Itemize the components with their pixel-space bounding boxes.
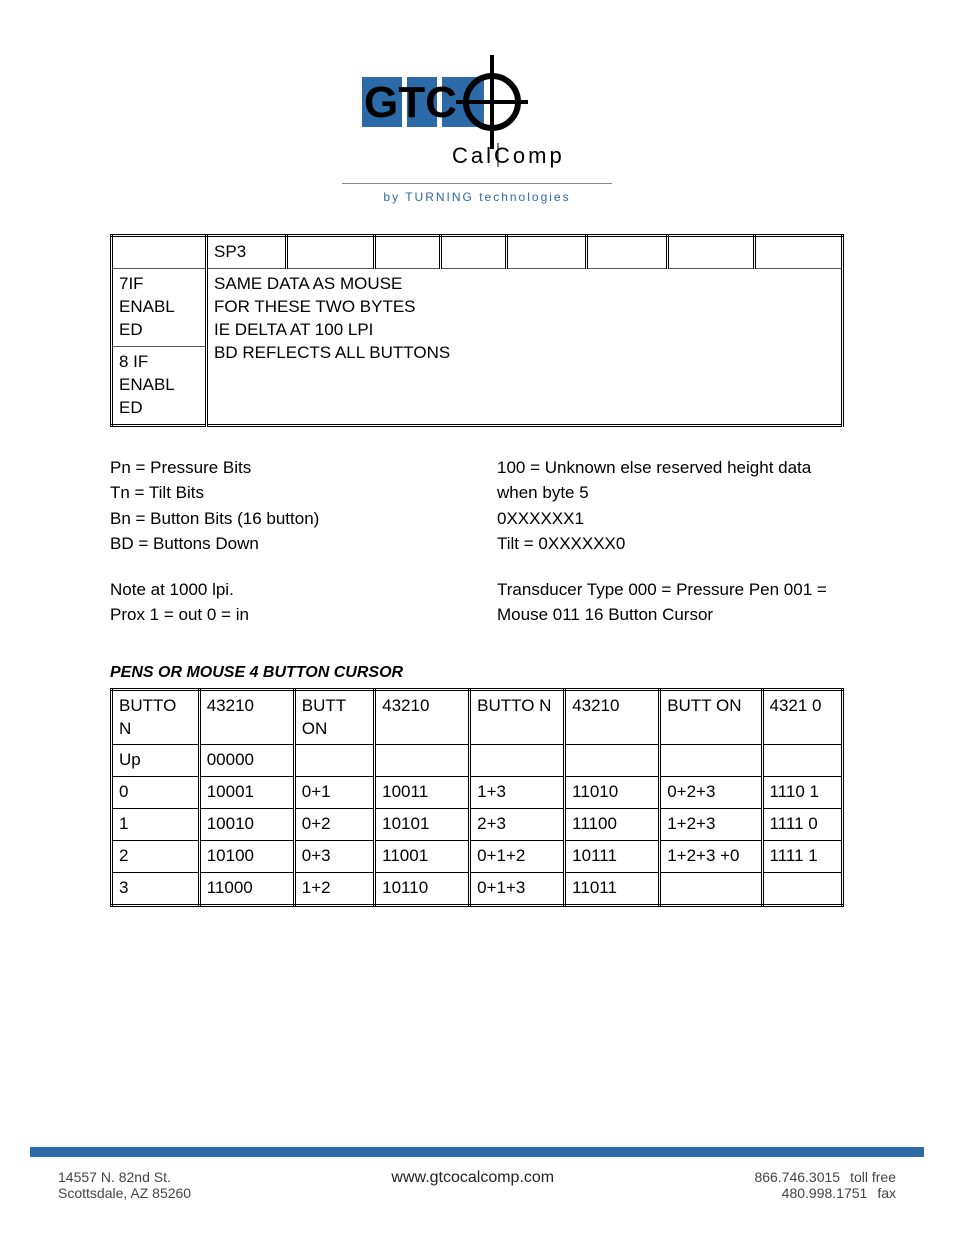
logo-divider — [342, 183, 612, 184]
table-cell — [660, 745, 762, 777]
table-cell: 10101 — [375, 809, 470, 841]
table-cell: 0+1 — [294, 777, 374, 809]
table-cell: 43210 — [375, 689, 470, 745]
footer-address: 14557 N. 82nd St. Scottsdale, AZ 85260 — [58, 1169, 191, 1201]
table-cell: 11000 — [199, 873, 294, 906]
table-cell — [755, 236, 843, 269]
notes-section: Pn = Pressure BitsTn = Tilt BitsBn = But… — [110, 455, 844, 628]
table-cell: 2 — [112, 841, 200, 873]
table-cell: 10110 — [375, 873, 470, 906]
section-heading: PENS OR MOUSE 4 BUTTON CURSOR — [110, 664, 844, 682]
svg-text:CalComp: CalComp — [452, 143, 565, 168]
table-cell: 10011 — [375, 777, 470, 809]
table-cell: 1111 0 — [762, 809, 842, 841]
table-cell: 3 — [112, 873, 200, 906]
footer-phone2-label: fax — [877, 1185, 896, 1201]
table-cell: 1+2+3 — [660, 809, 762, 841]
table-cell: BUTT ON — [660, 689, 762, 745]
note-line: BD = Buttons Down — [110, 531, 457, 557]
footer-accent-bar — [30, 1147, 924, 1157]
footer-phone1-label: toll free — [850, 1169, 896, 1185]
logo-byline: by TURNING technologies — [0, 190, 954, 204]
table-cell: 11011 — [565, 873, 660, 906]
table-cell — [112, 236, 207, 269]
table-cell — [667, 236, 755, 269]
footer-phone1: 866.746.3015 — [754, 1169, 840, 1185]
table-cell — [565, 745, 660, 777]
table-cell: 0+1+2 — [470, 841, 565, 873]
table-cell: 10010 — [199, 809, 294, 841]
page-footer: 14557 N. 82nd St. Scottsdale, AZ 85260 w… — [0, 1147, 954, 1201]
note-line: Note at 1000 lpi. — [110, 577, 457, 603]
table-cell: 4321 0 — [762, 689, 842, 745]
table-cell: 2+3 — [470, 809, 565, 841]
notes-left-column: Pn = Pressure BitsTn = Tilt BitsBn = But… — [110, 455, 457, 628]
table-cell: 43210 — [199, 689, 294, 745]
logo-area: GTC CalComp by TURNING technologies — [0, 0, 954, 204]
table-cell: 11001 — [375, 841, 470, 873]
note-line: Bn = Button Bits (16 button) — [110, 506, 457, 532]
table-cell: 8 IF ENABL ED — [112, 346, 207, 425]
table-cell — [294, 745, 374, 777]
table-cell: 1+2 — [294, 873, 374, 906]
table-cell: 10111 — [565, 841, 660, 873]
note-line: 100 = Unknown else reserved height data … — [497, 455, 844, 506]
table-cell: 11100 — [565, 809, 660, 841]
footer-address-line2: Scottsdale, AZ 85260 — [58, 1185, 191, 1201]
table-cell — [660, 873, 762, 906]
table-cell: BUTT ON — [294, 689, 374, 745]
table-cell: 10100 — [199, 841, 294, 873]
table-cell: 0+1+3 — [470, 873, 565, 906]
note-line: Tilt = 0XXXXXX0 — [497, 531, 844, 557]
table-cell — [762, 873, 842, 906]
table-cell: Up — [112, 745, 200, 777]
footer-contact: 866.746.3015 toll free 480.998.1751 fax — [754, 1169, 896, 1201]
footer-phone2: 480.998.1751 — [782, 1185, 868, 1201]
table-cell — [762, 745, 842, 777]
table-cell: SAME DATA AS MOUSE FOR THESE TWO BYTES I… — [207, 268, 843, 425]
note-line: Prox 1 = out 0 = in — [110, 602, 457, 628]
table-cell: SP3 — [207, 236, 287, 269]
table-cell: 0+2 — [294, 809, 374, 841]
table-cell: 11010 — [565, 777, 660, 809]
table-cell: 1110 1 — [762, 777, 842, 809]
company-logo: GTC CalComp — [342, 55, 612, 170]
table-cell: 0+3 — [294, 841, 374, 873]
table-cell — [470, 745, 565, 777]
table-cell: 0 — [112, 777, 200, 809]
table-cell: 10001 — [199, 777, 294, 809]
table-cell: 1111 1 — [762, 841, 842, 873]
data-table-1: SP37IF ENABL EDSAME DATA AS MOUSE FOR TH… — [110, 234, 844, 427]
note-line: Tn = Tilt Bits — [110, 480, 457, 506]
data-table-2: BUTTO N43210BUTT ON43210BUTTO N43210BUTT… — [110, 688, 844, 908]
table-cell: 1+2+3 +0 — [660, 841, 762, 873]
note-line: 0XXXXXX1 — [497, 506, 844, 532]
table-cell — [375, 236, 441, 269]
footer-address-line1: 14557 N. 82nd St. — [58, 1169, 191, 1185]
note-line: Pn = Pressure Bits — [110, 455, 457, 481]
table-cell: BUTTO N — [470, 689, 565, 745]
table-cell — [375, 745, 470, 777]
table-cell — [587, 236, 667, 269]
notes-right-column: 100 = Unknown else reserved height data … — [497, 455, 844, 628]
svg-text:GTC: GTC — [364, 78, 457, 127]
table-cell: 7IF ENABL ED — [112, 268, 207, 346]
table-cell — [506, 236, 586, 269]
table-cell: 1+3 — [470, 777, 565, 809]
table-cell — [440, 236, 506, 269]
page-content: SP37IF ENABL EDSAME DATA AS MOUSE FOR TH… — [0, 204, 954, 907]
note-line: Transducer Type 000 = Pressure Pen 001 =… — [497, 577, 844, 628]
table-cell: 43210 — [565, 689, 660, 745]
table-cell: 1 — [112, 809, 200, 841]
footer-website: www.gtcocalcomp.com — [391, 1169, 554, 1187]
table-cell: BUTTO N — [112, 689, 200, 745]
table-cell: 0+2+3 — [660, 777, 762, 809]
table-cell: 00000 — [199, 745, 294, 777]
table-cell — [287, 236, 375, 269]
